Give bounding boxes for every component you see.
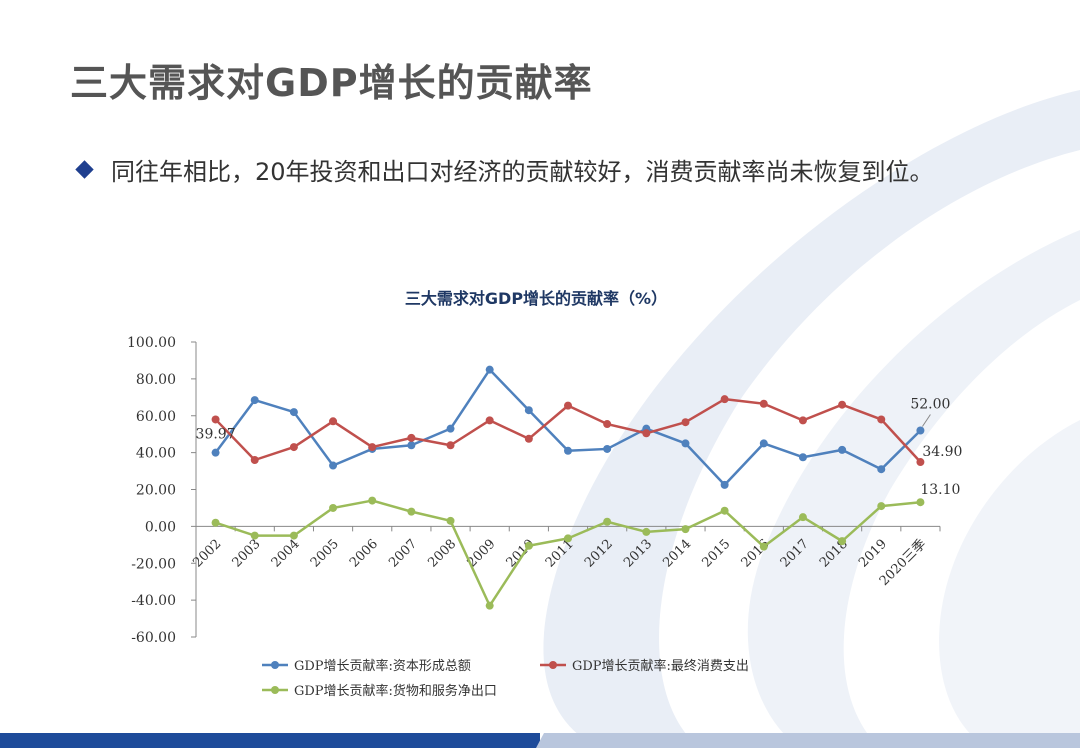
legend-label-2: GDP增长贡献率:货物和服务净出口 bbox=[294, 683, 497, 699]
data-point-series-1 bbox=[877, 415, 886, 424]
bullet-text: 同往年相比，20年投资和出口对经济的贡献较好，消费贡献率尚未恢复到位。 bbox=[111, 158, 934, 186]
page-title: 三大需求对GDP增长的贡献率 bbox=[70, 61, 593, 105]
x-tick-label: 2015 bbox=[699, 537, 733, 571]
data-point-series-0 bbox=[329, 461, 338, 470]
y-tick-label: 0.00 bbox=[145, 519, 176, 535]
data-point-series-2 bbox=[798, 513, 807, 522]
x-tick-label: 2009 bbox=[465, 537, 499, 571]
x-tick-label: 2012 bbox=[582, 537, 616, 571]
data-point-series-1 bbox=[329, 417, 338, 426]
data-point-series-2 bbox=[407, 507, 416, 516]
x-tick-label: 2003 bbox=[230, 537, 264, 571]
data-point-series-1 bbox=[798, 416, 807, 425]
data-point-series-0 bbox=[211, 448, 220, 457]
data-point-series-0 bbox=[759, 439, 768, 448]
data-label: 39.97 bbox=[196, 427, 236, 443]
series-line-0 bbox=[214, 368, 922, 487]
data-point-series-0 bbox=[524, 406, 533, 415]
x-tick-label: 2005 bbox=[308, 537, 342, 571]
data-point-series-2 bbox=[524, 541, 533, 550]
data-label: 34.90 bbox=[922, 444, 962, 460]
data-point-series-0 bbox=[289, 408, 298, 417]
data-point-series-2 bbox=[603, 517, 612, 526]
data-point-series-1 bbox=[446, 441, 455, 450]
data-point-series-2 bbox=[250, 531, 259, 540]
x-tick-label: 2006 bbox=[347, 537, 381, 571]
data-point-series-0 bbox=[564, 446, 572, 455]
x-tick-label: 2019 bbox=[856, 537, 890, 571]
y-tick-label: -60.00 bbox=[131, 630, 176, 646]
data-point-series-2 bbox=[564, 534, 572, 543]
legend-marker-0 bbox=[271, 661, 279, 669]
data-point-series-0 bbox=[916, 426, 925, 435]
y-tick-label: 40.00 bbox=[136, 446, 176, 462]
data-point-series-1 bbox=[720, 395, 729, 404]
data-point-series-2 bbox=[720, 506, 729, 515]
y-tick-label: -40.00 bbox=[131, 593, 176, 609]
data-point-series-1 bbox=[368, 443, 377, 452]
data-point-series-1 bbox=[407, 433, 416, 442]
data-point-series-0 bbox=[798, 453, 807, 462]
data-point-series-2 bbox=[289, 531, 298, 540]
data-point-series-1 bbox=[211, 415, 220, 424]
data-point-series-1 bbox=[564, 401, 572, 410]
footer-bar-light bbox=[536, 733, 1080, 748]
x-tick-label: 2014 bbox=[660, 537, 694, 571]
data-point-series-1 bbox=[916, 458, 925, 467]
x-tick-label: 2004 bbox=[269, 537, 303, 571]
data-point-series-1 bbox=[289, 443, 298, 452]
y-tick-label: 60.00 bbox=[136, 409, 176, 425]
data-point-series-2 bbox=[642, 527, 651, 536]
data-point-series-2 bbox=[485, 601, 494, 610]
data-label: 13.10 bbox=[920, 482, 960, 498]
data-point-series-1 bbox=[603, 420, 612, 429]
data-point-series-1 bbox=[838, 400, 847, 409]
legend-label-1: GDP增长贡献率:最终消费支出 bbox=[572, 658, 749, 674]
x-tick-label: 2013 bbox=[621, 537, 655, 571]
x-tick-label: 2007 bbox=[386, 537, 420, 571]
x-tick-label: 2017 bbox=[778, 537, 812, 571]
data-point-series-0 bbox=[877, 465, 886, 474]
data-point-series-2 bbox=[759, 542, 768, 551]
data-point-series-1 bbox=[759, 399, 768, 408]
data-point-series-1 bbox=[681, 418, 690, 427]
data-point-series-0 bbox=[838, 445, 847, 454]
bullet-point: 同往年相比，20年投资和出口对经济的贡献较好，消费贡献率尚未恢复到位。 bbox=[72, 152, 934, 187]
x-tick-label: 2010 bbox=[504, 537, 538, 571]
data-label-leader bbox=[922, 414, 931, 427]
x-tick-label: 2008 bbox=[425, 537, 459, 571]
data-point-series-0 bbox=[681, 439, 690, 448]
data-point-series-0 bbox=[603, 444, 612, 453]
y-tick-label: 100.00 bbox=[127, 335, 176, 351]
data-point-series-0 bbox=[407, 441, 416, 450]
data-point-series-1 bbox=[250, 456, 259, 464]
data-point-series-2 bbox=[681, 525, 690, 534]
data-label: 52.00 bbox=[910, 397, 950, 413]
data-point-series-0 bbox=[485, 365, 494, 374]
data-point-series-2 bbox=[838, 537, 847, 546]
data-point-series-2 bbox=[877, 502, 886, 511]
legend-label-0: GDP增长贡献率:资本形成总额 bbox=[294, 658, 471, 674]
y-tick-label: 80.00 bbox=[136, 372, 176, 388]
data-point-series-0 bbox=[720, 480, 729, 489]
footer-bar-dark bbox=[0, 733, 540, 748]
data-point-series-0 bbox=[446, 424, 455, 433]
data-point-series-2 bbox=[368, 496, 377, 505]
data-point-series-2 bbox=[916, 498, 925, 507]
data-point-series-1 bbox=[524, 434, 533, 443]
data-point-series-0 bbox=[250, 396, 259, 405]
data-point-series-2 bbox=[446, 516, 455, 525]
legend-marker-1 bbox=[549, 661, 557, 669]
data-point-series-2 bbox=[211, 518, 220, 527]
legend-marker-2 bbox=[271, 686, 279, 694]
y-tick-label: -20.00 bbox=[131, 556, 176, 572]
data-point-series-1 bbox=[642, 429, 651, 438]
y-tick-label: 20.00 bbox=[136, 483, 176, 499]
x-tick-label: 2016 bbox=[739, 537, 773, 571]
data-point-series-1 bbox=[485, 416, 494, 425]
chart-title: 三大需求对GDP增长的贡献率（%） bbox=[405, 289, 667, 308]
data-point-series-2 bbox=[329, 503, 338, 512]
